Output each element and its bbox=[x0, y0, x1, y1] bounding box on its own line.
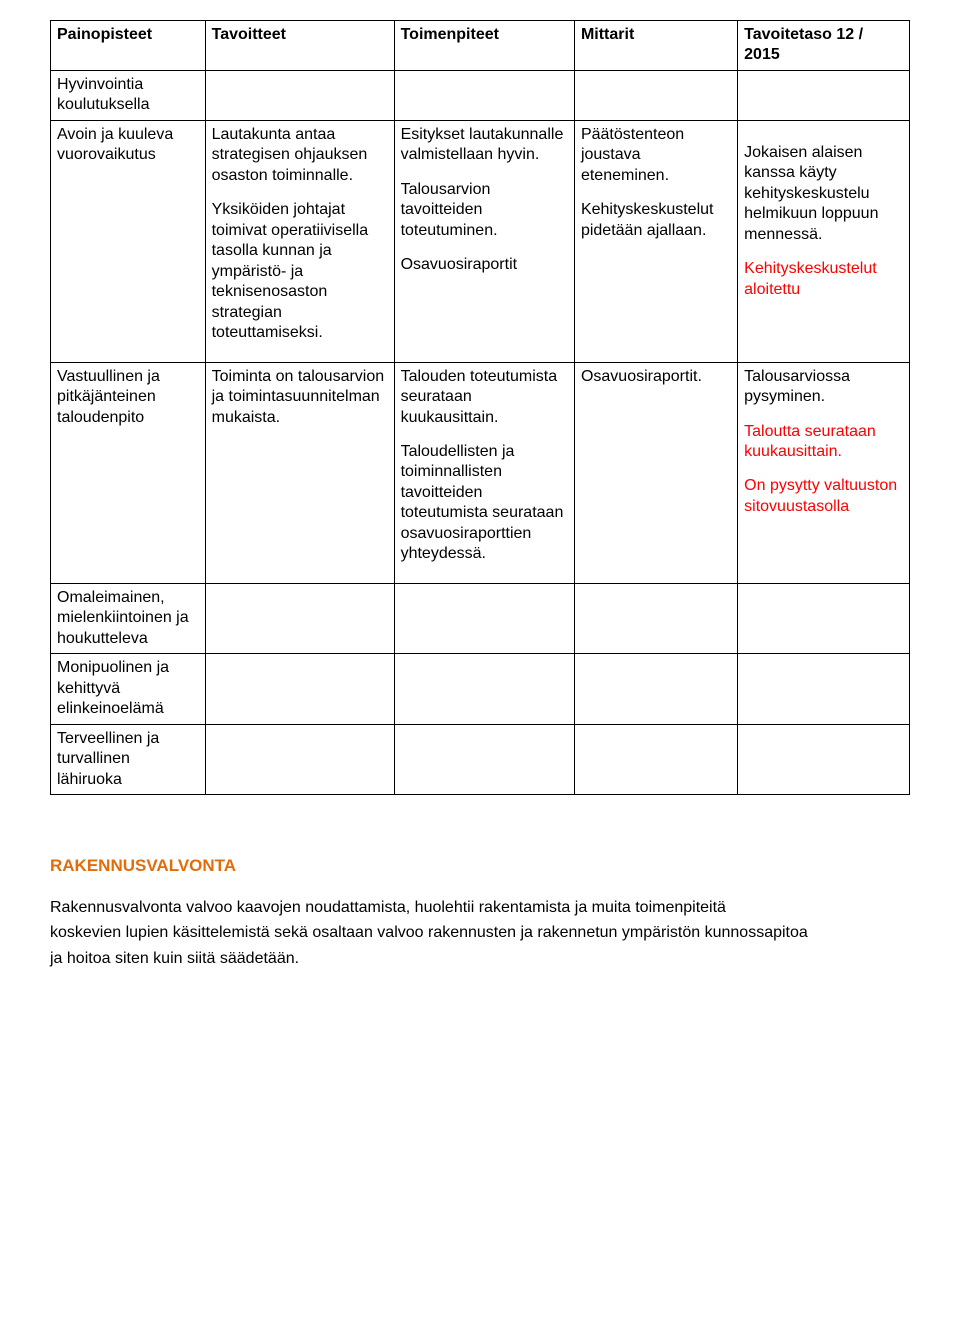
cell: Päätöstenteon joustava eteneminen. Kehit… bbox=[574, 120, 737, 362]
cell: Talousarviossa pysyminen. Taloutta seura… bbox=[738, 362, 910, 583]
paragraph: Esitykset lautakunnalle valmistellaan hy… bbox=[401, 125, 568, 166]
cell: Osavuosiraportit. bbox=[574, 362, 737, 583]
cell: Lautakunta antaa strategisen ohjauksen o… bbox=[205, 120, 394, 362]
cell: Hyvinvointia koulutuksella bbox=[51, 70, 206, 120]
table-row: Vastuullinen ja pitkäjänteinen taloudenp… bbox=[51, 362, 910, 583]
table-row: Hyvinvointia koulutuksella bbox=[51, 70, 910, 120]
cell bbox=[205, 654, 394, 724]
paragraph: Lautakunta antaa strategisen ohjauksen o… bbox=[212, 125, 388, 186]
cell bbox=[738, 70, 910, 120]
cell: Talouden toteutumista seurataan kuukausi… bbox=[394, 362, 574, 583]
paragraph: Talousarvion tavoitteiden toteutuminen. bbox=[401, 180, 568, 241]
paragraph: Taloudellisten ja toiminnallisten tavoit… bbox=[401, 442, 568, 565]
table-row: Omaleimainen, mielenkiintoinen ja houkut… bbox=[51, 583, 910, 653]
body-paragraph: ja hoitoa siten kuin siitä säädetään. bbox=[50, 948, 910, 970]
cell: Avoin ja kuuleva vuorovaikutus bbox=[51, 120, 206, 362]
paragraph: Päätöstenteon joustava eteneminen. bbox=[581, 125, 731, 186]
cell bbox=[205, 724, 394, 794]
cell: Vastuullinen ja pitkäjänteinen taloudenp… bbox=[51, 362, 206, 583]
paragraph-red: Taloutta seurataan kuukausittain. bbox=[744, 422, 903, 463]
cell bbox=[394, 724, 574, 794]
paragraph: Yksiköiden johtajat toimivat operatiivis… bbox=[212, 200, 388, 343]
cell: Monipuolinen ja kehittyvä elinkeinoelämä bbox=[51, 654, 206, 724]
paragraph: Osavuosiraportit bbox=[401, 255, 568, 275]
cell bbox=[574, 583, 737, 653]
cell: Terveellinen ja turvallinen lähiruoka bbox=[51, 724, 206, 794]
priorities-table: Painopisteet Tavoitteet Toimenpiteet Mit… bbox=[50, 20, 910, 795]
header-mittarit: Mittarit bbox=[574, 21, 737, 71]
paragraph-red: On pysytty valtuuston sitovuustasolla bbox=[744, 476, 903, 517]
table-row: Terveellinen ja turvallinen lähiruoka bbox=[51, 724, 910, 794]
table-header-row: Painopisteet Tavoitteet Toimenpiteet Mit… bbox=[51, 21, 910, 71]
cell bbox=[394, 654, 574, 724]
cell bbox=[574, 70, 737, 120]
paragraph: Toiminta on talousarvion ja toimintasuun… bbox=[212, 367, 388, 428]
cell bbox=[574, 724, 737, 794]
cell bbox=[738, 583, 910, 653]
header-tavoitteet: Tavoitteet bbox=[205, 21, 394, 71]
paragraph: Kehityskeskustelut pidetään ajallaan. bbox=[581, 200, 731, 241]
cell: Omaleimainen, mielenkiintoinen ja houkut… bbox=[51, 583, 206, 653]
paragraph: Osavuosiraportit. bbox=[581, 367, 731, 387]
cell bbox=[205, 583, 394, 653]
body-paragraph: Rakennusvalvonta valvoo kaavojen noudatt… bbox=[50, 897, 910, 919]
paragraph: Jokaisen alaisen kanssa käyty kehityskes… bbox=[744, 143, 903, 245]
cell bbox=[574, 654, 737, 724]
cell bbox=[738, 724, 910, 794]
header-tavoitetaso: Tavoitetaso 12 / 2015 bbox=[738, 21, 910, 71]
body-paragraph: koskevien lupien käsittelemistä sekä osa… bbox=[50, 922, 910, 944]
cell: Jokaisen alaisen kanssa käyty kehityskes… bbox=[738, 120, 910, 362]
cell: Esitykset lautakunnalle valmistellaan hy… bbox=[394, 120, 574, 362]
table-row: Avoin ja kuuleva vuorovaikutus Lautakunt… bbox=[51, 120, 910, 362]
cell bbox=[205, 70, 394, 120]
paragraph: Talouden toteutumista seurataan kuukausi… bbox=[401, 367, 568, 428]
section-heading-rakennusvalvonta: RAKENNUSVALVONTA bbox=[50, 855, 910, 877]
cell: Toiminta on talousarvion ja toimintasuun… bbox=[205, 362, 394, 583]
table-row: Monipuolinen ja kehittyvä elinkeinoelämä bbox=[51, 654, 910, 724]
cell bbox=[738, 654, 910, 724]
header-painopisteet: Painopisteet bbox=[51, 21, 206, 71]
paragraph-red: Kehityskeskustelut aloitettu bbox=[744, 259, 903, 300]
paragraph: Talousarviossa pysyminen. bbox=[744, 367, 903, 408]
cell bbox=[394, 583, 574, 653]
header-toimenpiteet: Toimenpiteet bbox=[394, 21, 574, 71]
cell bbox=[394, 70, 574, 120]
